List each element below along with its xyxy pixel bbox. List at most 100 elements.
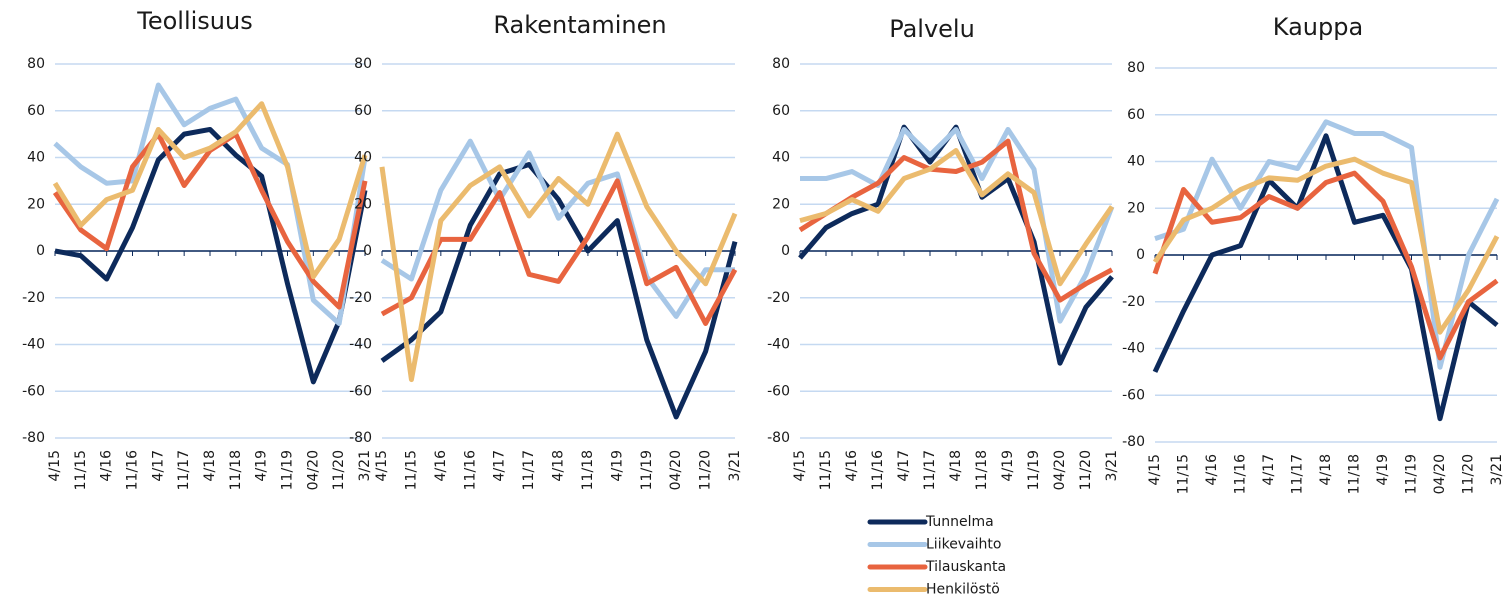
x-tick-label: 4/15 (47, 450, 63, 481)
x-tick-label: 04/20 (305, 450, 321, 490)
y-tick-label: 60 (1127, 107, 1145, 123)
y-tick-label: -40 (767, 337, 790, 353)
chart-title: Palvelu (889, 15, 975, 43)
x-tick-label: 11/18 (580, 450, 596, 490)
y-tick-label: 80 (772, 56, 790, 72)
x-tick-label: 11/19 (280, 450, 296, 490)
x-tick-label: 4/17 (896, 450, 912, 481)
y-tick-label: -20 (1122, 294, 1145, 310)
y-tick-label: -20 (22, 290, 45, 306)
y-tick-label: 40 (772, 150, 790, 166)
x-tick-label: 4/18 (202, 450, 218, 481)
x-tick-label: 11/20 (331, 450, 347, 490)
x-tick-label: 11/20 (1461, 454, 1477, 494)
y-tick-label: -80 (1122, 434, 1145, 450)
legend-label: Liikevaihto (926, 537, 1001, 553)
y-tick-label: 60 (772, 103, 790, 119)
x-tick-label: 11/15 (403, 450, 419, 490)
y-tick-label: 80 (1127, 60, 1145, 76)
x-tick-label: 04/20 (1052, 450, 1068, 490)
series-line (1152, 133, 1499, 422)
x-tick-label: 11/16 (462, 450, 478, 490)
x-tick-label: 4/18 (551, 450, 567, 481)
y-tick-label: 40 (27, 150, 45, 166)
y-tick-label: 40 (354, 150, 372, 166)
series-line (1152, 156, 1500, 335)
y-tick-label: -60 (1122, 387, 1145, 403)
x-tick-label: 11/19 (1026, 450, 1042, 490)
legend-label: Henkilöstö (926, 582, 1000, 598)
x-tick-label: 4/15 (374, 450, 390, 481)
x-tick-label: 4/16 (433, 450, 449, 482)
series-line (1154, 119, 1500, 370)
y-tick-label: 0 (36, 243, 45, 259)
x-tick-label: 4/15 (1147, 454, 1163, 485)
y-tick-label: 80 (27, 56, 45, 72)
series-line (800, 126, 1115, 324)
y-tick-label: 40 (1127, 154, 1145, 170)
series-line (379, 131, 738, 383)
x-tick-label: 11/15 (818, 450, 834, 490)
y-tick-label: 20 (1127, 200, 1145, 216)
x-tick-label: 11/16 (870, 450, 886, 490)
x-tick-label: 11/17 (922, 450, 938, 490)
series-line (799, 147, 1115, 287)
x-tick-label: 11/20 (1078, 450, 1094, 490)
x-tick-label: 4/16 (1204, 454, 1220, 486)
y-tick-label: -80 (767, 430, 790, 446)
x-tick-label: 11/15 (1176, 454, 1192, 494)
y-tick-label: 0 (363, 243, 372, 259)
x-tick-label: 3/21 (727, 450, 743, 481)
y-tick-label: 80 (354, 56, 372, 72)
x-tick-label: 3/21 (1104, 450, 1120, 481)
y-tick-label: -40 (1122, 341, 1145, 357)
y-tick-label: 20 (772, 196, 790, 212)
x-tick-label: 4/16 (844, 450, 860, 482)
legend-label: Tilauskanta (925, 559, 1006, 575)
series-line (52, 101, 368, 280)
x-tick-label: 11/18 (974, 450, 990, 490)
x-tick-label: 11/18 (228, 450, 244, 490)
chart-title: Teollisuus (136, 7, 252, 35)
legend-label: Tunnelma (925, 514, 994, 530)
x-tick-label: 11/17 (1290, 454, 1306, 494)
x-tick-label: 4/17 (492, 450, 508, 481)
series-line (380, 162, 738, 420)
y-tick-label: 0 (1136, 247, 1145, 263)
chart-title: Kauppa (1273, 13, 1363, 41)
x-tick-label: 4/17 (150, 450, 166, 481)
y-tick-label: -40 (349, 337, 372, 353)
series-line (53, 82, 368, 326)
y-tick-label: 60 (354, 103, 372, 119)
y-tick-label: -40 (22, 337, 45, 353)
x-tick-label: 3/21 (357, 450, 373, 481)
y-tick-label: -20 (349, 290, 372, 306)
x-tick-label: 11/19 (1404, 454, 1420, 494)
y-tick-label: 60 (27, 103, 45, 119)
x-tick-label: 3/21 (1489, 454, 1505, 485)
chart-title: Rakentaminen (493, 11, 666, 39)
x-tick-label: 11/20 (698, 450, 714, 490)
x-tick-label: 4/15 (792, 450, 808, 481)
x-tick-label: 04/20 (1432, 454, 1448, 494)
y-tick-label: -60 (767, 383, 790, 399)
y-tick-label: -60 (22, 383, 45, 399)
x-tick-label: 11/15 (73, 450, 89, 490)
y-tick-label: -60 (349, 383, 372, 399)
series-line (52, 131, 368, 310)
y-tick-label: 0 (781, 243, 790, 259)
series-line (1152, 170, 1499, 361)
series-line (380, 178, 738, 326)
x-tick-label: 4/18 (948, 450, 964, 481)
x-tick-label: 4/19 (254, 450, 270, 481)
x-tick-label: 11/17 (521, 450, 537, 490)
x-tick-label: 11/16 (125, 450, 141, 490)
x-tick-label: 4/16 (99, 450, 115, 482)
x-tick-label: 11/16 (1233, 454, 1249, 494)
x-tick-label: 4/19 (1000, 450, 1016, 481)
series-line (798, 124, 1114, 366)
x-tick-label: 4/17 (1261, 454, 1277, 485)
x-tick-label: 04/20 (668, 450, 684, 490)
y-tick-label: -80 (349, 430, 372, 446)
